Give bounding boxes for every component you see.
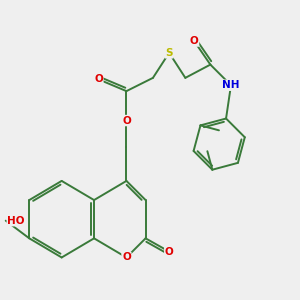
Text: NH: NH: [222, 80, 240, 90]
Text: O: O: [94, 74, 103, 84]
Text: O: O: [122, 116, 131, 126]
Text: O: O: [190, 36, 199, 46]
Text: O: O: [122, 253, 131, 262]
Text: S: S: [165, 48, 173, 58]
Text: O: O: [165, 247, 173, 256]
Text: HO: HO: [7, 216, 25, 226]
